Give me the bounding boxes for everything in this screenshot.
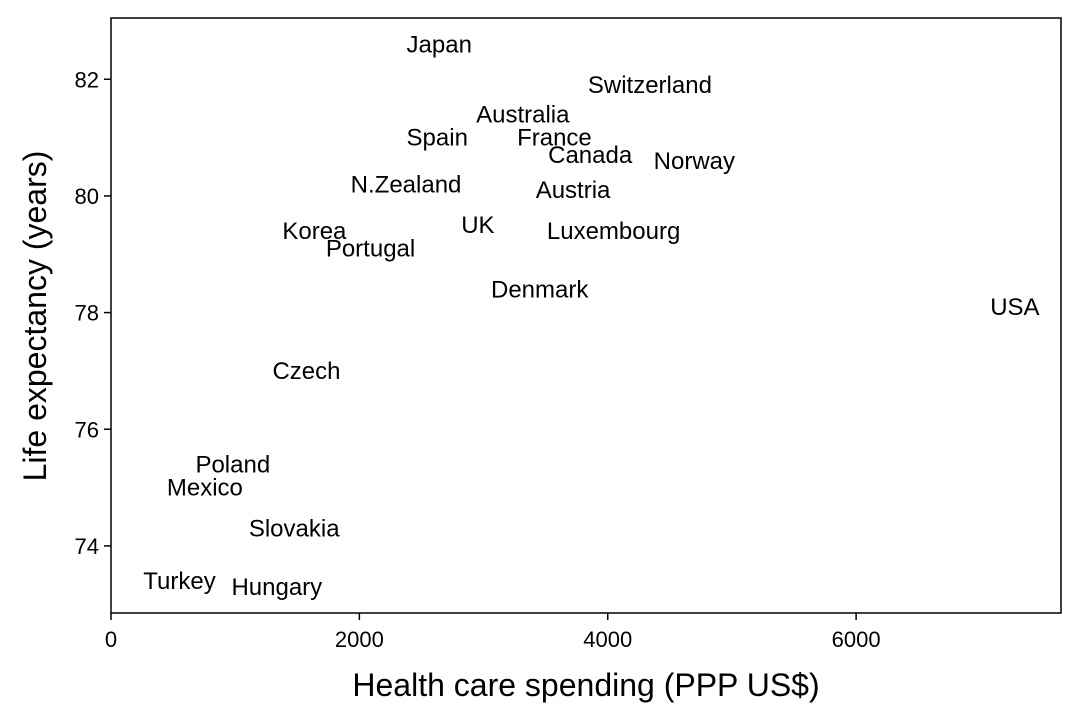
point-label-czech: Czech (272, 358, 340, 385)
point-label-uk: UK (461, 212, 494, 239)
y-tick-label: 82 (75, 67, 99, 92)
point-label-n-zealand: N.Zealand (351, 171, 462, 198)
point-label-slovakia: Slovakia (249, 515, 340, 542)
point-label-poland: Poland (195, 451, 270, 478)
point-label-mexico: Mexico (167, 475, 243, 502)
point-label-canada: Canada (548, 142, 633, 169)
point-label-turkey: Turkey (143, 568, 215, 595)
x-tick-label: 6000 (832, 627, 881, 652)
point-label-spain: Spain (407, 125, 468, 152)
x-tick-label: 0 (105, 627, 117, 652)
y-tick-label: 74 (75, 534, 99, 559)
point-label-australia: Australia (476, 101, 570, 128)
y-tick-label: 76 (75, 417, 99, 442)
point-label-austria: Austria (536, 177, 611, 204)
y-tick-label: 78 (75, 301, 99, 326)
point-label-denmark: Denmark (491, 276, 589, 303)
x-axis: 0 2000 4000 6000 (105, 613, 881, 652)
x-axis-title: Health care spending (PPP US$) (352, 667, 819, 703)
y-axis: 74 76 78 80 82 (75, 67, 111, 559)
plot-area: Japan Switzerland Australia Spain FranceCana… (110, 17, 1062, 614)
point-label-korea: Korea (282, 218, 347, 245)
point-label-hungary: Hungary (231, 574, 322, 601)
plot-frame (110, 17, 1062, 614)
point-label-norway: Norway (654, 148, 735, 175)
point-label-luxembourg: Luxembourg (547, 218, 680, 245)
point-label-portugal: Portugal (326, 235, 415, 262)
point-label-japan: Japan (407, 31, 472, 58)
y-axis-title: Life expectancy (years) (17, 151, 53, 482)
point-label-usa: USA (990, 294, 1039, 321)
point-label-switzerland: Switzerland (588, 72, 712, 99)
x-tick-label: 2000 (335, 627, 384, 652)
x-tick-label: 4000 (583, 627, 632, 652)
point-label-france: France (517, 125, 592, 152)
y-tick-label: 80 (75, 184, 99, 209)
